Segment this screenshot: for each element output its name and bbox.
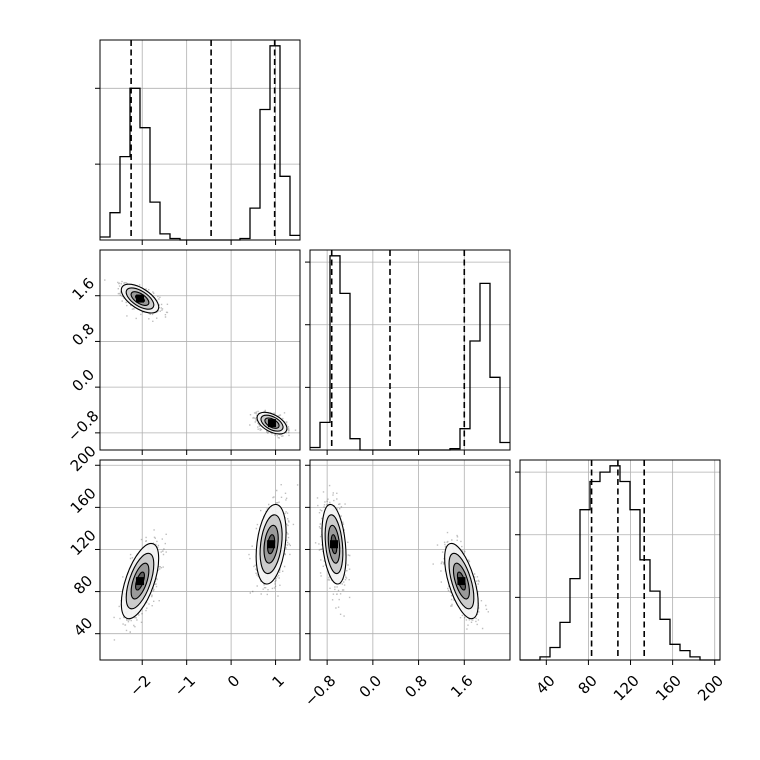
y-tick-label-2-4: 200 [67,442,100,475]
scatter-panel-1-2 [305,459,511,665]
density-peak-1 [267,540,276,549]
scatter-points [113,484,299,641]
scatter-points [314,484,489,630]
scatter-frame-1-2 [309,459,511,661]
scatter-frame-0-2 [99,459,301,661]
histogram-panel-2 [515,459,721,665]
y-tick-label-1-3: 1.6 [68,274,98,304]
y-tick-label-2-0: 40 [70,614,96,640]
y-tick-label-2-1: 80 [70,572,96,598]
scatter-frame-0-1 [99,249,301,451]
x-tick-label-2-1: 80 [575,672,601,698]
y-tick-label-1-1: 0.0 [69,366,99,396]
x-tick-label-1-1: 0.0 [356,672,386,702]
x-tick-label-1-0: −0.8 [301,672,339,710]
x-tick-label-2-0: 40 [532,672,558,698]
scatter-panel-0-1 [95,249,301,455]
x-tick-label-2-3: 160 [652,672,685,705]
histogram-step-0 [100,45,300,241]
density-peak-0 [136,577,144,586]
y-tick-label-1-2: 0.8 [69,320,99,350]
histogram-panel-1 [305,249,511,455]
y-tick-label-1-0: −0.8 [64,407,102,445]
scatter-panel-0-2 [95,459,301,665]
x-tick-label-0-0: −2 [126,672,154,700]
x-tick-label-0-2: 0 [224,672,243,691]
y-tick-label-2-3: 160 [67,484,100,517]
x-tick-label-2-2: 120 [610,672,643,705]
histogram-frame-2 [519,459,721,661]
density-peak-0 [330,540,338,549]
histogram-panel-0 [95,39,301,245]
x-tick-label-1-2: 0.8 [401,672,431,702]
scatter-points [104,279,297,439]
x-tick-label-0-3: 1 [268,672,287,691]
histogram-step-1 [310,255,510,451]
histogram-step-2 [520,465,720,661]
density-peak-0 [136,294,144,303]
histogram-frame-0 [99,39,301,241]
x-tick-label-1-3: 1.6 [447,672,477,702]
histogram-frame-1 [309,249,511,451]
x-tick-label-0-1: −1 [171,672,199,700]
x-tick-label-2-4: 200 [694,672,727,705]
y-tick-label-2-2: 120 [67,526,100,559]
density-peak-1 [457,577,466,586]
density-peak-1 [268,419,276,428]
